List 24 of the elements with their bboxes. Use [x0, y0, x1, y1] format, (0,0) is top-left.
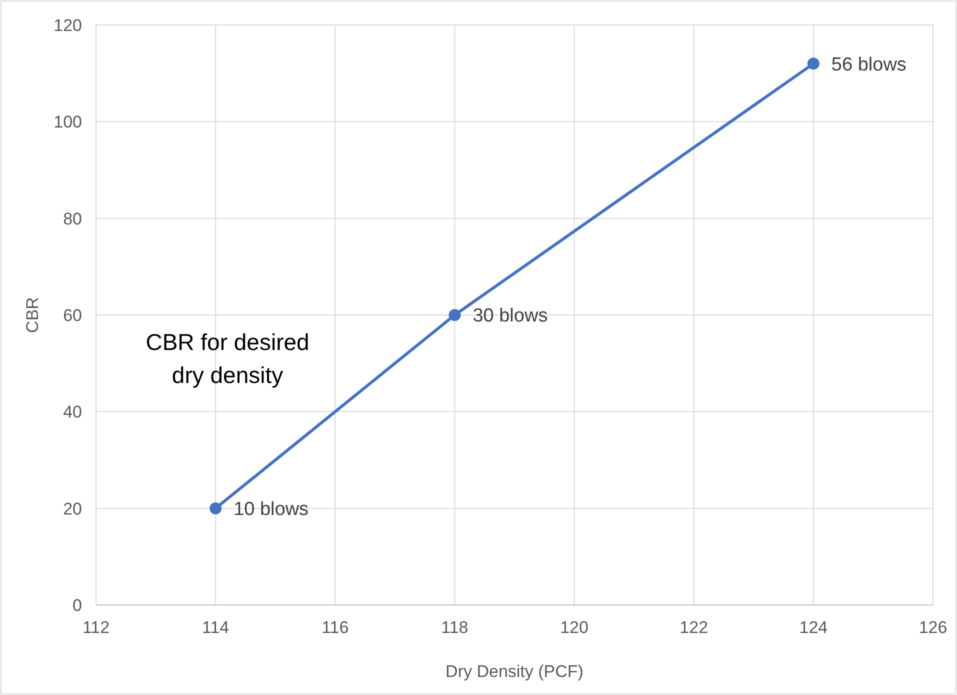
y-tick-label: 0: [72, 596, 82, 615]
x-axis-title: Dry Density (PCF): [446, 662, 584, 681]
x-tick-label: 126: [918, 618, 948, 637]
x-tick-label: 120: [560, 618, 588, 637]
y-tick-label: 100: [54, 112, 82, 132]
y-tick-label: 40: [63, 402, 82, 422]
x-tick-label: 124: [799, 618, 828, 637]
x-tick-label: 116: [322, 618, 349, 637]
annotation: 56 blows: [831, 54, 906, 76]
y-tick-label: 20: [63, 499, 82, 518]
point: [807, 58, 820, 70]
x-tick-label: 122: [680, 618, 708, 637]
x-tick-label: 112: [82, 618, 110, 637]
annotation: 30 blows: [472, 306, 548, 327]
point: [448, 309, 461, 321]
y-axis-title: CBR: [23, 297, 42, 333]
x-tick-label: 114: [202, 618, 230, 637]
y-tick-label: 120: [54, 16, 82, 35]
annotation: 10 blows: [234, 498, 309, 520]
y-tick-label: 80: [63, 209, 82, 228]
y-tick-label: 60: [63, 306, 82, 325]
annotation: CBR for desired dry density: [146, 329, 310, 388]
x-tick-label: 118: [441, 618, 468, 637]
point: [210, 502, 222, 514]
